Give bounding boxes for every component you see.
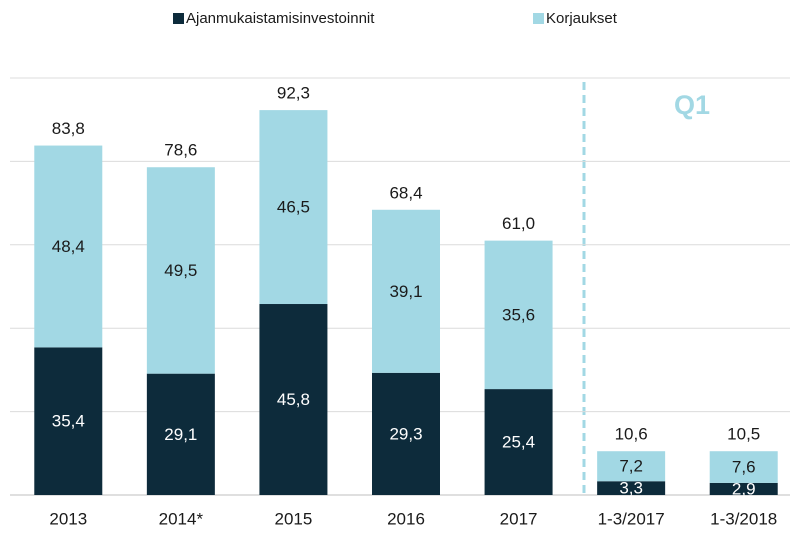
bar-segment (709, 451, 778, 483)
value-label: 48,4 (52, 237, 85, 256)
value-label: 39,1 (389, 282, 422, 301)
x-tick-label: 2017 (500, 509, 538, 528)
value-label: 2,9 (732, 479, 756, 498)
x-tick-label: 2013 (49, 509, 87, 528)
bar-segment (259, 110, 328, 305)
bar-segment (34, 347, 103, 495)
legend-label: Ajanmukaistamisinvestoinnit (186, 10, 375, 27)
value-label: 3,3 (619, 479, 643, 498)
bar-segment (709, 482, 778, 495)
total-label: 68,4 (389, 183, 422, 202)
bar-segment (146, 373, 215, 495)
x-tick-label: 2015 (275, 509, 313, 528)
total-label: 92,3 (277, 84, 310, 103)
total-label: 83,8 (52, 119, 85, 138)
x-tick-label: 2016 (387, 509, 425, 528)
total-label: 61,0 (502, 214, 535, 233)
bar-segment (597, 451, 666, 482)
bar-segment (34, 145, 103, 348)
value-label: 46,5 (277, 198, 310, 217)
value-label: 7,2 (619, 457, 643, 476)
bar-segment (146, 167, 215, 374)
x-tick-label: 1-3/2017 (598, 509, 665, 528)
bar-segment (597, 481, 666, 495)
value-label: 29,3 (389, 424, 422, 443)
value-label: 45,8 (277, 390, 310, 409)
x-tick-label: 1-3/2018 (710, 509, 777, 528)
bar-segment (259, 304, 328, 495)
legend-label: Korjaukset (546, 10, 618, 27)
total-label: 78,6 (164, 141, 197, 160)
annotation: Q1 (674, 90, 710, 120)
total-label: 10,5 (727, 425, 760, 444)
legend-swatch (533, 13, 544, 24)
bar-segment (372, 372, 440, 495)
value-label: 35,6 (502, 305, 535, 324)
legend-swatch (173, 13, 184, 24)
value-label: 7,6 (732, 458, 756, 477)
value-label: 25,4 (502, 433, 535, 452)
value-label: 35,4 (52, 412, 85, 431)
bar-segment (484, 240, 553, 390)
x-tick-label: 2014* (159, 509, 204, 528)
bar-segment (372, 209, 440, 373)
bar-segment (484, 389, 553, 495)
total-label: 10,6 (615, 424, 648, 443)
value-label: 49,5 (164, 261, 197, 280)
value-label: 29,1 (164, 425, 197, 444)
